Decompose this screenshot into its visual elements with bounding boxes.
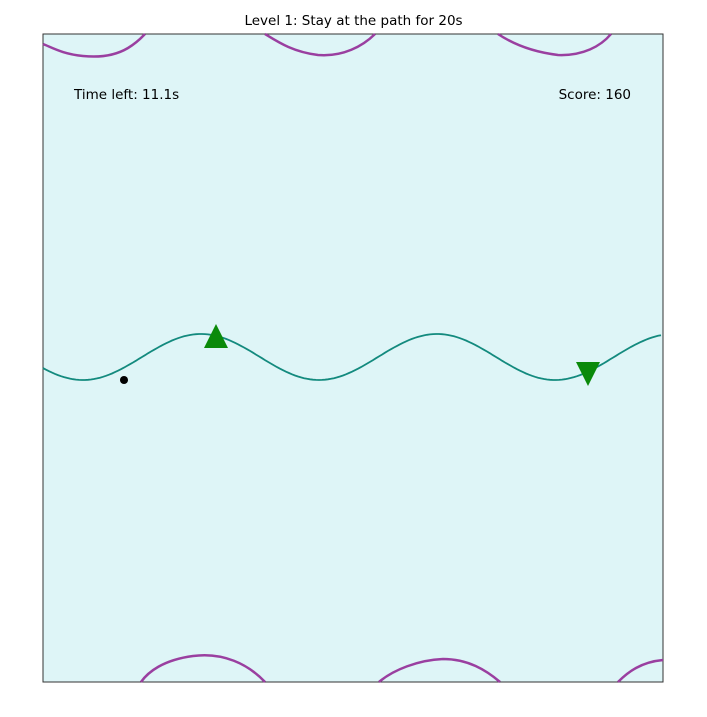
target-path <box>42 333 662 381</box>
level-title: Level 1: Stay at the path for 20s <box>244 13 463 29</box>
time-left-label: Time left: 11.1s <box>73 87 179 103</box>
down-triangle-marker <box>576 362 600 386</box>
obstacle-bottom-left <box>139 654 266 683</box>
obstacle-bottom-center <box>378 657 501 683</box>
obstacle-top-center <box>264 32 376 57</box>
board-background <box>42 33 664 683</box>
up-triangle-marker <box>204 324 228 348</box>
obstacle-top-right <box>497 32 612 57</box>
score-label: Score: 160 <box>559 87 631 103</box>
player-dot <box>120 376 128 384</box>
obstacle-bottom-right <box>617 658 664 683</box>
obstacles <box>42 32 664 683</box>
game-board[interactable]: Time left: 11.1s Score: 160 <box>42 32 664 683</box>
obstacle-top-left <box>42 33 146 58</box>
